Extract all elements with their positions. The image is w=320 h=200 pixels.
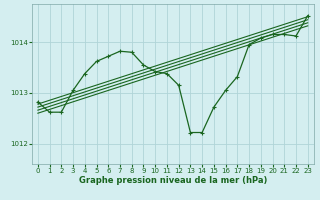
X-axis label: Graphe pression niveau de la mer (hPa): Graphe pression niveau de la mer (hPa)	[79, 176, 267, 185]
